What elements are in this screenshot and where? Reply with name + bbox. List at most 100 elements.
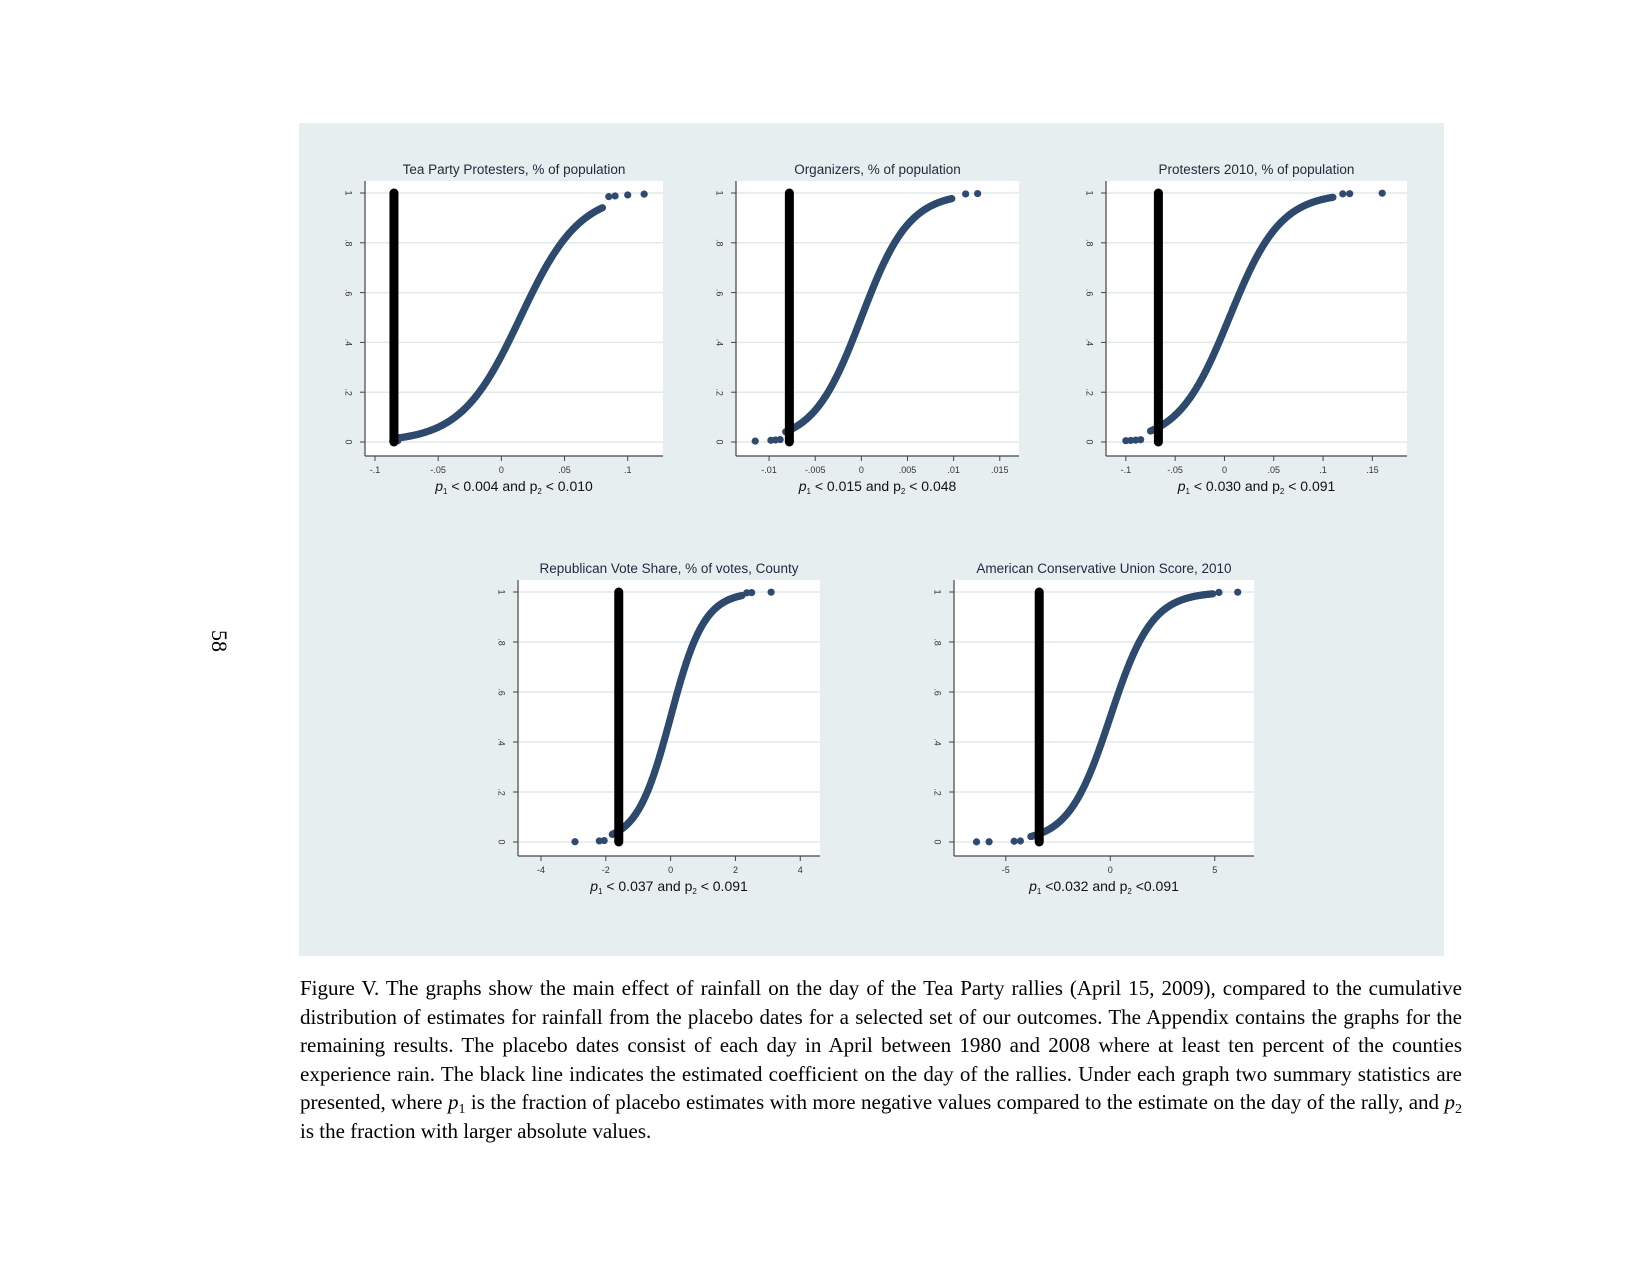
y-tick-label: .6 xyxy=(715,289,725,297)
y-tick-label: 0 xyxy=(344,439,354,444)
cdf-point xyxy=(751,437,759,445)
x-tick-label: -5 xyxy=(1002,865,1010,875)
y-tick-label: .4 xyxy=(344,339,354,347)
cdf-point xyxy=(1215,588,1223,597)
y-tick-label: 0 xyxy=(1085,439,1095,444)
x-tick-label: 5 xyxy=(1212,865,1217,875)
caption-part-1: Figure V. The graphs show the main effec… xyxy=(300,976,1462,1114)
caption-p-symbol: p xyxy=(1444,1090,1456,1114)
figure-svg: 0 .2 .4 .6 .8 1 -.1 -.05 0 .05 .1 Tea Party Protest… xyxy=(344,162,1407,896)
y-tick-label: 0 xyxy=(933,839,943,844)
cdf-point xyxy=(972,838,981,846)
x-tick-label: 0 xyxy=(1108,865,1113,875)
cdf-point xyxy=(600,836,608,845)
x-tick-label: -.05 xyxy=(430,465,446,475)
cdf-point xyxy=(1016,837,1025,845)
x-tick-label: .005 xyxy=(899,465,917,475)
caption-part-3: is the fraction with larger absolute val… xyxy=(300,1118,652,1143)
cdf-point xyxy=(605,193,613,201)
x-tick-label: -4 xyxy=(537,865,545,875)
figure-caption: Figure V. The graphs show the main effec… xyxy=(300,974,1462,1145)
y-tick-label: 1 xyxy=(1085,190,1095,195)
y-tick-label: 0 xyxy=(497,839,507,844)
caption-subscript-2: 2 xyxy=(1455,1102,1462,1117)
chart-title: Organizers, % of population xyxy=(794,162,961,177)
cdf-point xyxy=(598,204,607,212)
cdf-point xyxy=(776,435,784,444)
plot-area xyxy=(1106,181,1407,456)
chart-note: p1 < 0.037 and p2 < 0.091 xyxy=(589,878,748,896)
page-number: 58 xyxy=(207,630,232,652)
x-tick-label: 2 xyxy=(733,865,738,875)
y-tick-label: .2 xyxy=(344,388,354,396)
x-tick-label: -.1 xyxy=(1121,465,1132,475)
cdf-point xyxy=(974,189,982,198)
cdf-point xyxy=(1137,436,1145,444)
cdf-point xyxy=(1378,189,1386,197)
x-tick-label: -.005 xyxy=(805,465,826,475)
cdf-point xyxy=(1329,193,1337,201)
x-tick-label: 0 xyxy=(499,465,504,475)
y-tick-label: 0 xyxy=(715,439,725,444)
x-tick-label: -2 xyxy=(602,865,610,875)
y-tick-label: 1 xyxy=(497,589,507,594)
x-tick-label: .15 xyxy=(1366,465,1379,475)
plot-area xyxy=(736,181,1019,456)
x-tick-label: .1 xyxy=(624,465,632,475)
y-tick-label: .2 xyxy=(497,788,507,796)
x-tick-label: -.1 xyxy=(370,465,381,475)
y-tick-label: .6 xyxy=(344,289,354,297)
chart-2: 0 .2 .4 .6 .8 1 -.01 -.005 0 .005 .01 .015 Organizer… xyxy=(715,162,1019,496)
chart-title: Protesters 2010, % of population xyxy=(1159,162,1355,177)
y-tick-label: 1 xyxy=(933,589,943,594)
chart-note: p1 <0.032 and p2 <0.091 xyxy=(1028,878,1179,896)
cdf-point xyxy=(1339,190,1347,198)
cdf-point xyxy=(985,838,993,846)
x-tick-label: .01 xyxy=(947,465,960,475)
y-tick-label: 1 xyxy=(344,190,354,195)
cdf-point xyxy=(640,190,648,198)
y-tick-label: .8 xyxy=(1085,239,1095,247)
x-tick-label: -.01 xyxy=(761,465,777,475)
cdf-point xyxy=(1010,837,1018,845)
chart-1: 0 .2 .4 .6 .8 1 -.1 -.05 0 .05 .1 Tea Party Protest… xyxy=(344,162,663,496)
cdf-point xyxy=(748,589,756,597)
y-tick-label: .8 xyxy=(497,638,507,646)
y-tick-label: .6 xyxy=(933,688,943,696)
y-tick-label: .6 xyxy=(497,688,507,696)
y-tick-label: .4 xyxy=(497,738,507,746)
x-tick-label: .05 xyxy=(558,465,571,475)
caption-p-symbol: p xyxy=(447,1090,459,1114)
y-tick-label: .2 xyxy=(715,388,725,396)
cdf-point xyxy=(1209,590,1217,598)
x-tick-label: 0 xyxy=(1222,465,1227,475)
caption-part-2: is the fraction of placebo estimates wit… xyxy=(465,1090,1445,1114)
y-tick-label: .2 xyxy=(933,788,943,796)
chart-note: p1 < 0.030 and p2 < 0.091 xyxy=(1177,478,1336,496)
caption-subscript-1: 1 xyxy=(458,1102,466,1117)
cdf-point xyxy=(611,192,619,200)
cdf-point xyxy=(767,588,775,596)
x-tick-label: 0 xyxy=(668,865,673,875)
cdf-point xyxy=(948,195,956,203)
chart-title: American Conservative Union Score, 2010 xyxy=(976,561,1231,576)
y-tick-label: .6 xyxy=(1085,289,1095,297)
y-tick-label: 1 xyxy=(715,190,725,195)
x-tick-label: -.05 xyxy=(1167,465,1183,475)
y-tick-label: .4 xyxy=(1085,339,1095,347)
cdf-point xyxy=(1346,190,1354,198)
cdf-point xyxy=(1234,588,1242,596)
chart-title: Tea Party Protesters, % of population xyxy=(403,162,626,177)
y-tick-label: .4 xyxy=(715,339,725,347)
chart-4: 0 .2 .4 .6 .8 1 -4 -2 0 2 4 Republican Vote Share, … xyxy=(497,561,820,896)
chart-note: p1 < 0.015 and p2 < 0.048 xyxy=(798,478,957,496)
y-tick-label: .2 xyxy=(1085,388,1095,396)
chart-3: 0 .2 .4 .6 .8 1 -.1 -.05 0 .05 .1 .15 Protesters 201… xyxy=(1085,162,1407,496)
chart-title: Republican Vote Share, % of votes, Count… xyxy=(540,561,799,576)
y-tick-label: .8 xyxy=(715,239,725,247)
x-tick-label: 4 xyxy=(798,865,803,875)
x-tick-label: 0 xyxy=(859,465,864,475)
y-tick-label: .8 xyxy=(933,638,943,646)
x-tick-label: .1 xyxy=(1319,465,1327,475)
cdf-point xyxy=(571,838,579,846)
